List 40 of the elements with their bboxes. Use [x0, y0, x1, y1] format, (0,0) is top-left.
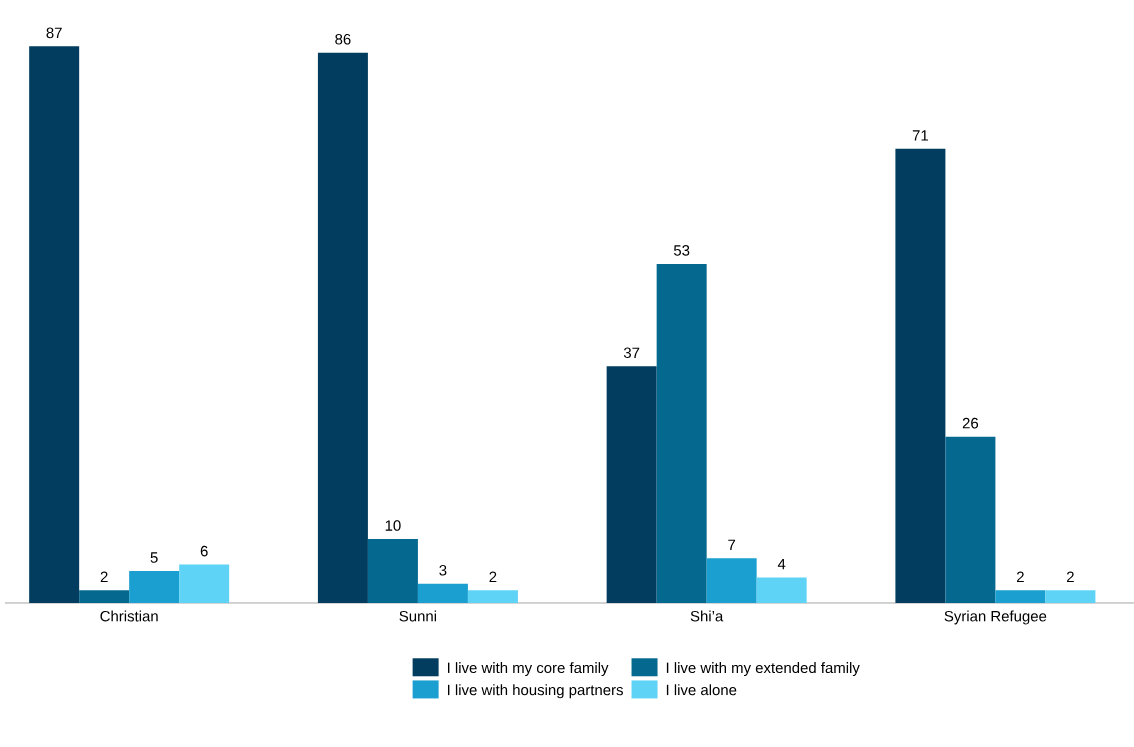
data-label: 2	[1017, 571, 1024, 582]
bar	[656, 263, 707, 603]
bar	[706, 558, 757, 603]
data-label: 2	[1067, 571, 1074, 582]
x-tick-label: Sunni	[399, 610, 437, 622]
bar	[367, 539, 418, 603]
data-label: 6	[200, 545, 208, 557]
bar	[756, 577, 807, 603]
data-label: 37	[623, 347, 640, 359]
legend-label: I live with my extended family	[666, 662, 860, 677]
data-label: 26	[962, 417, 979, 429]
data-label: 87	[46, 27, 62, 39]
bar	[467, 590, 518, 603]
x-tick-label: Shi’a	[690, 610, 724, 622]
data-label: 2	[100, 571, 108, 582]
legend-label: I live with my core family	[447, 662, 609, 677]
bar	[29, 46, 80, 603]
bar	[317, 52, 368, 603]
data-label: 10	[385, 520, 401, 531]
x-tick-label: Syrian Refugee	[944, 610, 1047, 625]
data-label: 53	[673, 245, 690, 256]
data-label: 7	[728, 539, 736, 550]
data-label: 3	[439, 565, 447, 576]
bar	[945, 436, 996, 603]
x-tick-label: Christian	[100, 610, 158, 622]
bar	[417, 583, 468, 603]
data-label: 86	[335, 33, 351, 45]
bar	[179, 564, 230, 603]
bar	[606, 366, 657, 603]
data-label: 2	[489, 571, 497, 582]
bar	[995, 590, 1046, 603]
data-label: 71	[912, 130, 928, 141]
legend-label: I live alone	[666, 684, 737, 696]
bar	[129, 571, 180, 603]
legend-label: I live with housing partners	[447, 684, 623, 699]
data-label: 5	[150, 552, 158, 563]
bar	[79, 590, 130, 603]
bar	[895, 148, 946, 603]
data-label: 4	[777, 558, 786, 570]
bar	[1045, 590, 1096, 603]
